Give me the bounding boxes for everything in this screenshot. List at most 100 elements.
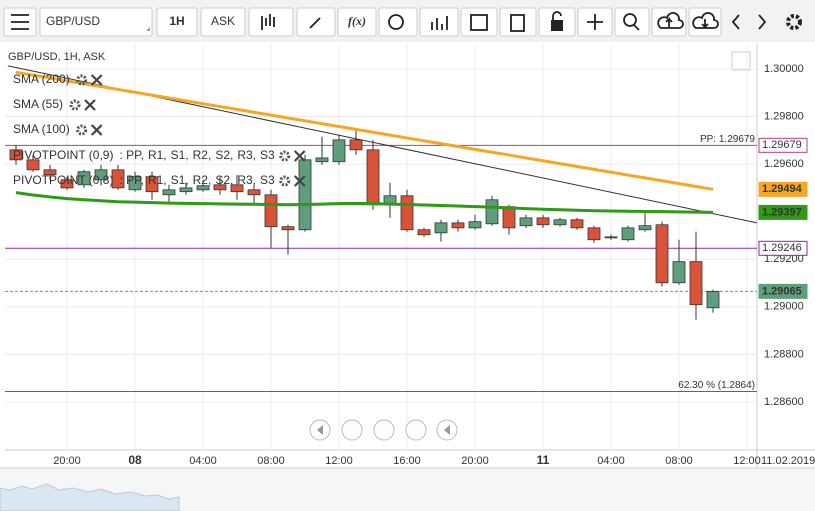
candle-body: [281, 226, 295, 231]
candle-body: [451, 222, 465, 229]
candle-body: [655, 224, 669, 284]
candle-body: [485, 199, 499, 225]
price-tag: [758, 283, 808, 299]
calc-button[interactable]: [499, 7, 537, 37]
info-button[interactable]: [378, 7, 418, 37]
candle-body: [332, 139, 346, 163]
zoom-out[interactable]: [341, 419, 363, 441]
candle-body: [570, 219, 584, 229]
chart-type-button[interactable]: [248, 7, 294, 37]
candle-body: [672, 261, 686, 284]
symbol-text: GBP/USD: [46, 14, 100, 28]
candle-body: [587, 227, 601, 241]
candle-body: [196, 185, 210, 191]
y-tick-label: 1.29000: [764, 301, 804, 313]
dropdown-mark: [146, 27, 150, 31]
plot-area: [5, 44, 757, 450]
popout-button[interactable]: [731, 51, 751, 71]
candle-body: [604, 236, 618, 239]
candle-body: [400, 195, 414, 231]
candle-body: [434, 222, 448, 234]
settings-button[interactable]: [786, 14, 802, 30]
reset-view[interactable]: [373, 419, 395, 441]
sma-line: [15, 70, 714, 191]
candle-body: [502, 206, 516, 229]
legend-entry: SMA (100): [13, 122, 70, 136]
pivot-name: PIVOTPOINT (0,8): [13, 173, 113, 187]
candle-body: [621, 227, 635, 241]
pivot-item: R2,: [193, 173, 212, 187]
settings-icon[interactable]: [76, 124, 88, 136]
nav-buttons[interactable]: [309, 419, 458, 441]
pivot-item: S2,: [215, 148, 233, 162]
legend-entry: SMA (55): [13, 97, 63, 111]
upload-icon: [657, 12, 684, 29]
fx-text: f(x): [348, 14, 366, 28]
indicator-button[interactable]: [337, 7, 377, 37]
candle-body: [706, 290, 720, 309]
price-tag: [758, 181, 808, 197]
x-tick-label: 04:00: [597, 455, 625, 467]
pivot-item: : PP,: [119, 148, 143, 162]
menu-icon: [11, 14, 29, 30]
level-label: PP: 1.29679: [700, 134, 755, 145]
price-tag-label: 1.29494: [762, 183, 803, 195]
candle-body: [60, 179, 74, 189]
candle-body: [689, 261, 703, 306]
chart-title: GBP/USD, 1H, ASK: [8, 51, 106, 63]
close-icon[interactable]: [90, 124, 103, 136]
close-icon[interactable]: [293, 150, 306, 162]
candle-body: [247, 189, 261, 196]
close-icon[interactable]: [84, 99, 96, 111]
x-tick-label: 04:00: [189, 455, 217, 467]
x-tick-label: 12:00: [733, 455, 761, 467]
x-tick-label: 11: [537, 453, 550, 467]
settings-icon[interactable]: [279, 175, 291, 187]
zoom-icon: [623, 13, 637, 27]
interval-button[interactable]: [156, 7, 198, 37]
price-type-button[interactable]: [200, 7, 246, 37]
pivot-item: R3,: [237, 173, 256, 187]
calendar-button[interactable]: [460, 7, 498, 37]
price-type-text: ASK: [211, 14, 235, 28]
candle-body: [179, 187, 193, 193]
x-tick-label: 20:00: [461, 455, 489, 467]
pivot-item: S1,: [171, 173, 189, 187]
candle-body: [553, 219, 567, 226]
close-icon[interactable]: [90, 74, 103, 86]
y-tick-label: 1.29800: [764, 110, 804, 122]
zoom-button[interactable]: [614, 7, 650, 37]
candle-body: [519, 217, 533, 227]
settings-icon[interactable]: [76, 74, 88, 86]
candle-body: [213, 184, 227, 191]
close-icon[interactable]: [293, 175, 306, 187]
candle-body: [417, 229, 431, 236]
candle-body: [145, 176, 159, 193]
date-label: 11.02.2019: [761, 455, 815, 467]
price-tag: [758, 137, 808, 153]
x-tick-label: 20:00: [53, 455, 81, 467]
toolbar-buttons[interactable]: [3, 7, 802, 37]
candle-body: [9, 149, 23, 161]
level-label: 62.30 % (1.2864): [678, 380, 755, 391]
pen-icon: [309, 17, 321, 29]
symbol-box[interactable]: [39, 7, 153, 37]
pivot-item: S2,: [215, 173, 233, 187]
zoom-in[interactable]: [405, 419, 427, 441]
candle-body: [468, 221, 482, 229]
settings-icon[interactable]: [279, 150, 291, 162]
candle-body: [230, 184, 244, 193]
price-tag-label: 1.29679: [762, 139, 802, 151]
candle-body: [26, 159, 40, 171]
x-tick-label: 08:00: [257, 455, 285, 467]
settings-icon[interactable]: [69, 99, 81, 111]
candle-body: [536, 217, 550, 226]
x-tick-label: 12:00: [325, 455, 353, 467]
candle-body: [111, 169, 125, 189]
volume-button[interactable]: [419, 7, 459, 37]
next-button[interactable]: [758, 14, 767, 30]
candle-body: [638, 225, 652, 231]
y-tick-label: 1.30000: [764, 63, 804, 75]
prev-button[interactable]: [731, 14, 740, 30]
